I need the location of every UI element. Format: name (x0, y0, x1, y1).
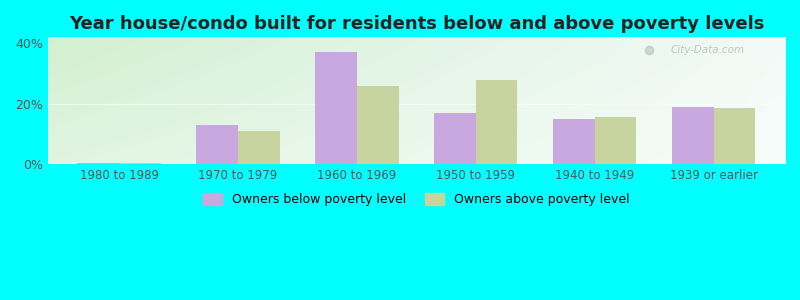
Bar (196, 125, 238, 164)
Bar (434, 113, 476, 164)
Bar (714, 108, 755, 164)
Legend: Owners below poverty level, Owners above poverty level: Owners below poverty level, Owners above… (198, 188, 634, 211)
Bar (315, 52, 357, 164)
Title: Year house/condo built for residents below and above poverty levels: Year house/condo built for residents bel… (69, 15, 764, 33)
Bar (119, 163, 161, 164)
Bar (357, 86, 398, 164)
Bar (78, 163, 119, 164)
Bar (594, 117, 636, 164)
Bar (672, 107, 714, 164)
Bar (553, 119, 594, 164)
Bar (476, 80, 518, 164)
Text: City-Data.com: City-Data.com (670, 45, 745, 55)
Bar (238, 131, 280, 164)
